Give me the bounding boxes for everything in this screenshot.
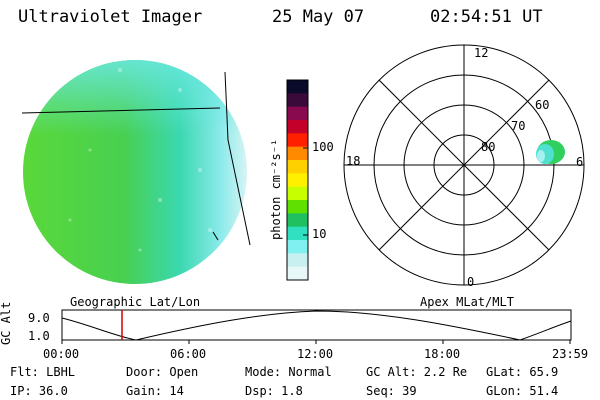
polar-label-12: 12 xyxy=(474,46,489,60)
timeline-axis-label: GC Alt xyxy=(0,301,13,345)
timeline-frame xyxy=(61,309,572,341)
earth-image xyxy=(23,60,247,284)
colorbar-segment xyxy=(287,160,308,174)
colorbar-segment xyxy=(287,146,308,161)
colorbar xyxy=(287,80,308,281)
info-glat: GLat: 65.9 xyxy=(486,365,559,379)
colorbar-segment xyxy=(287,213,308,228)
polar-auroral-spot xyxy=(536,140,565,164)
info-dsp: Dsp: 1.8 xyxy=(245,384,303,398)
colorbar-segment xyxy=(287,93,308,108)
timeline-tick-1800: 18:00 xyxy=(424,347,461,361)
polar-ring-70: 70 xyxy=(511,119,526,133)
lon-line-bottom xyxy=(227,139,251,246)
colorbar-segment xyxy=(287,106,308,121)
timeline-tick-0000: 00:00 xyxy=(43,347,80,361)
colorbar-segment xyxy=(287,173,308,188)
terminator-tick xyxy=(212,231,219,241)
colorbar-segment xyxy=(287,120,308,134)
date-label: 25 May 07 xyxy=(272,7,365,27)
timeline-ticks xyxy=(61,340,571,344)
info-seq: Seq: 39 xyxy=(366,384,417,398)
colorbar-segment xyxy=(287,240,308,254)
polar-label-0: 0 xyxy=(467,275,475,289)
colorbar-segment xyxy=(287,133,308,148)
timeline-y-max: 9.0 xyxy=(28,311,50,325)
colorbar-unit-label: photon cm⁻²s⁻¹ xyxy=(269,138,283,240)
info-gain: Gain: 14 xyxy=(126,384,184,398)
colorbar-segment xyxy=(287,266,308,281)
info-gc-alt: GC Alt: 2.2 Re xyxy=(366,365,468,379)
polar-label-6: 6 xyxy=(576,155,584,169)
polar-ring-60: 60 xyxy=(535,98,550,112)
polar-ring-80: 80 xyxy=(481,140,496,154)
timeline-right-caption: Apex MLat/MLT xyxy=(420,295,514,309)
polar-plot xyxy=(343,44,585,286)
colorbar-segment xyxy=(287,226,308,241)
altitude-curve xyxy=(61,310,572,341)
colorbar-segment xyxy=(287,253,308,268)
info-ip: IP: 36.0 xyxy=(10,384,68,398)
time-label: 02:54:51 UT xyxy=(430,7,543,27)
timeline-tick-2359: 23:59 xyxy=(552,347,589,361)
colorbar-frame xyxy=(286,79,309,281)
colorbar-segment xyxy=(287,80,308,94)
lon-line-top xyxy=(224,71,229,141)
lat-line-north xyxy=(21,107,221,114)
colorbar-label-100: 100 xyxy=(312,140,334,154)
timeline-tick-0600: 06:00 xyxy=(170,347,207,361)
info-glon: GLon: 51.4 xyxy=(486,384,559,398)
info-door: Door: Open xyxy=(126,365,199,379)
info-filter: Flt: LBHL xyxy=(10,365,76,379)
timeline-left-caption: Geographic Lat/Lon xyxy=(70,295,201,309)
info-mode: Mode: Normal xyxy=(245,365,332,379)
polar-label-18: 18 xyxy=(346,154,361,168)
colorbar-segment xyxy=(287,186,308,201)
timeline-y-min: 1.0 xyxy=(28,329,50,343)
instrument-title: Ultraviolet Imager xyxy=(18,7,203,27)
timeline-tick-1200: 12:00 xyxy=(297,347,334,361)
colorbar-label-10: 10 xyxy=(312,227,327,241)
colorbar-segment xyxy=(287,200,308,214)
